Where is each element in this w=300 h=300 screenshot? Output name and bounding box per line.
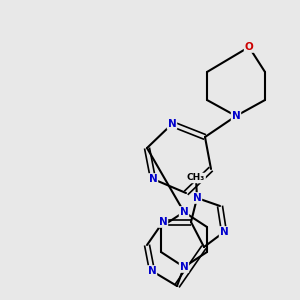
Text: O: O xyxy=(244,42,253,52)
Text: CH₃: CH₃ xyxy=(187,173,205,182)
Text: N: N xyxy=(148,174,158,184)
Text: N: N xyxy=(180,262,188,272)
Text: N: N xyxy=(168,119,176,129)
Text: N: N xyxy=(220,227,228,237)
Text: N: N xyxy=(180,207,188,217)
Text: N: N xyxy=(159,217,167,227)
Text: N: N xyxy=(193,193,201,203)
Text: N: N xyxy=(232,111,240,121)
Text: N: N xyxy=(148,266,156,276)
